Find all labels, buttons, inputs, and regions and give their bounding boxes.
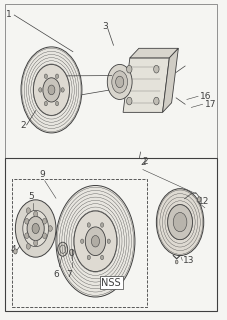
Circle shape [44, 101, 47, 106]
Circle shape [26, 244, 30, 249]
Bar [5, 158, 217, 311]
Circle shape [87, 255, 90, 260]
Circle shape [26, 208, 30, 213]
Circle shape [127, 97, 132, 105]
Circle shape [127, 65, 132, 73]
Circle shape [34, 240, 38, 246]
Text: 5: 5 [28, 192, 34, 201]
Circle shape [39, 88, 42, 92]
Text: 4: 4 [11, 245, 17, 254]
Circle shape [48, 226, 52, 231]
Circle shape [81, 239, 84, 244]
Circle shape [32, 223, 39, 234]
Text: 13: 13 [183, 256, 195, 265]
Circle shape [21, 47, 82, 133]
Circle shape [56, 186, 135, 297]
Circle shape [42, 218, 47, 224]
Circle shape [44, 74, 47, 78]
Circle shape [61, 88, 64, 92]
Circle shape [33, 64, 69, 116]
Circle shape [43, 78, 60, 102]
Bar [5, 4, 217, 158]
Circle shape [112, 71, 128, 93]
Circle shape [156, 189, 204, 256]
Text: 2: 2 [141, 158, 146, 167]
Circle shape [107, 239, 110, 244]
Text: 6: 6 [53, 270, 59, 279]
Polygon shape [130, 48, 178, 58]
Circle shape [168, 204, 192, 240]
Text: 16: 16 [200, 92, 212, 101]
Circle shape [85, 227, 106, 256]
Circle shape [101, 255, 104, 260]
Circle shape [154, 65, 159, 73]
Text: 3: 3 [103, 22, 109, 31]
Circle shape [197, 197, 201, 202]
Circle shape [87, 223, 90, 227]
Text: 9: 9 [39, 170, 45, 179]
Text: 7: 7 [67, 270, 72, 279]
Text: 1: 1 [6, 10, 12, 19]
Circle shape [91, 236, 99, 247]
Circle shape [27, 216, 44, 241]
Text: NSS: NSS [101, 278, 121, 288]
Circle shape [173, 212, 187, 232]
Circle shape [154, 97, 159, 105]
Circle shape [48, 85, 55, 95]
Circle shape [55, 74, 59, 78]
Circle shape [15, 200, 56, 257]
Circle shape [55, 101, 59, 106]
Text: 12: 12 [198, 197, 210, 206]
Circle shape [107, 64, 132, 100]
Text: 2: 2 [143, 157, 148, 166]
Circle shape [23, 210, 49, 247]
Polygon shape [163, 48, 178, 112]
Circle shape [25, 218, 29, 224]
Circle shape [34, 211, 38, 217]
Circle shape [14, 249, 17, 254]
Text: 17: 17 [205, 100, 216, 109]
Circle shape [101, 223, 104, 227]
Polygon shape [123, 58, 169, 112]
Circle shape [74, 211, 117, 271]
Circle shape [116, 76, 124, 88]
Circle shape [58, 242, 68, 256]
Text: 2: 2 [20, 121, 26, 131]
Circle shape [175, 260, 178, 264]
Circle shape [25, 233, 29, 239]
Circle shape [42, 233, 47, 239]
Circle shape [69, 249, 74, 256]
Bar [12, 179, 147, 307]
